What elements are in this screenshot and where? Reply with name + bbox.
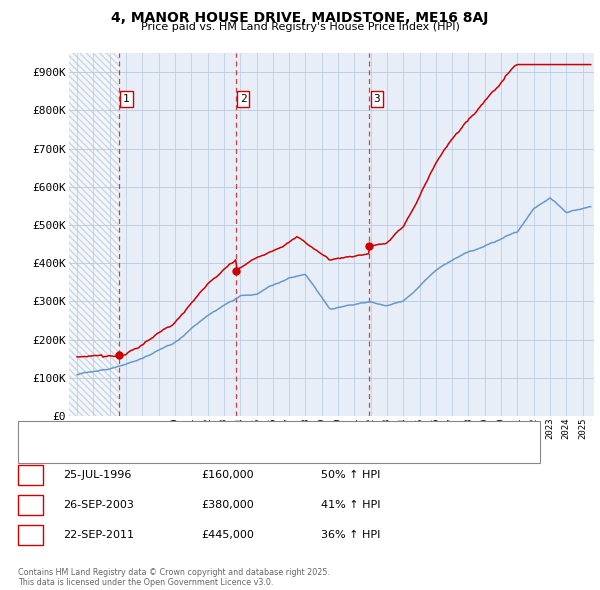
Text: 22-SEP-2011: 22-SEP-2011 [63, 530, 134, 540]
Text: 4, MANOR HOUSE DRIVE, MAIDSTONE, ME16 8AJ: 4, MANOR HOUSE DRIVE, MAIDSTONE, ME16 8A… [112, 11, 488, 25]
Text: 1: 1 [27, 470, 34, 480]
Text: £160,000: £160,000 [201, 470, 254, 480]
Text: HPI: Average price, detached house, Maidstone: HPI: Average price, detached house, Maid… [51, 448, 287, 457]
Text: 25-JUL-1996: 25-JUL-1996 [63, 470, 131, 480]
Text: £445,000: £445,000 [201, 530, 254, 540]
Text: Price paid vs. HM Land Registry's House Price Index (HPI): Price paid vs. HM Land Registry's House … [140, 22, 460, 32]
Text: 1: 1 [123, 94, 130, 104]
Text: 2: 2 [27, 500, 34, 510]
Text: 50% ↑ HPI: 50% ↑ HPI [321, 470, 380, 480]
Text: ——: —— [24, 426, 49, 439]
Text: 26-SEP-2003: 26-SEP-2003 [63, 500, 134, 510]
Text: 36% ↑ HPI: 36% ↑ HPI [321, 530, 380, 540]
Text: 2: 2 [240, 94, 247, 104]
Text: 41% ↑ HPI: 41% ↑ HPI [321, 500, 380, 510]
Text: 4, MANOR HOUSE DRIVE, MAIDSTONE, ME16 8AJ (detached house): 4, MANOR HOUSE DRIVE, MAIDSTONE, ME16 8A… [51, 428, 383, 438]
Text: Contains HM Land Registry data © Crown copyright and database right 2025.
This d: Contains HM Land Registry data © Crown c… [18, 568, 330, 587]
Bar [69, 53, 119, 416]
Text: ——: —— [24, 446, 49, 459]
Text: 3: 3 [27, 530, 34, 540]
Text: £380,000: £380,000 [201, 500, 254, 510]
Text: 3: 3 [373, 94, 380, 104]
